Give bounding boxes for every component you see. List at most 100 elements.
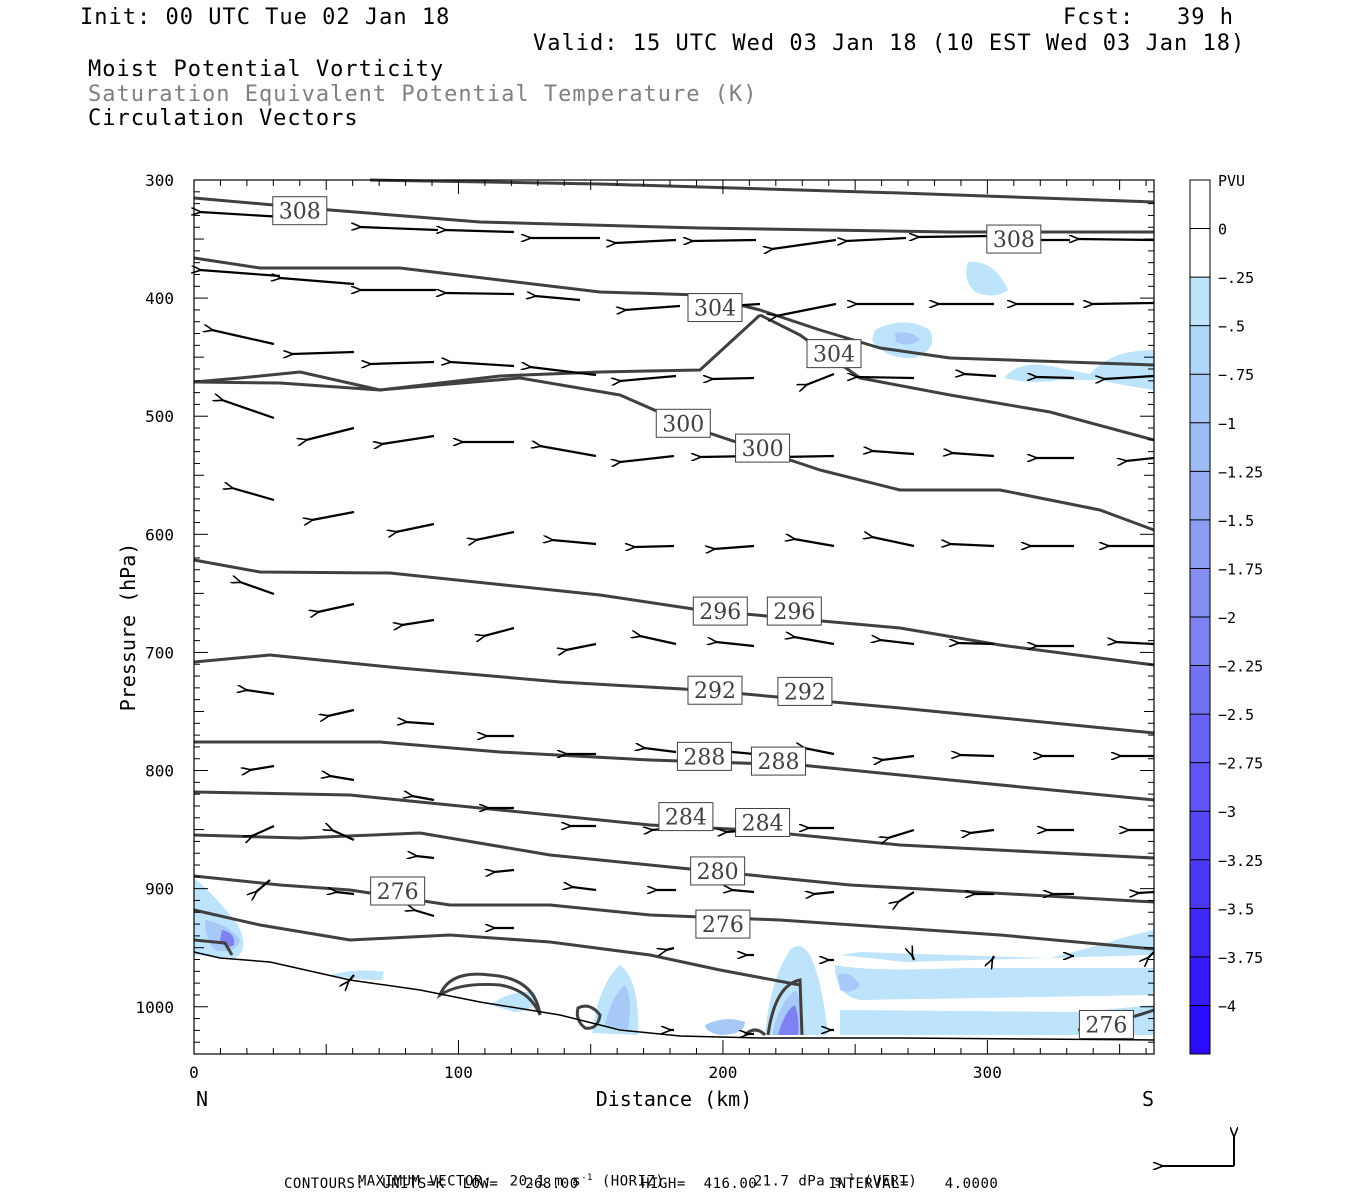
- contour-label-box-7: [766, 596, 822, 626]
- theta-contour-8: [194, 740, 1155, 802]
- contour-label-14: 280: [697, 860, 739, 885]
- x-left-label: N: [196, 1087, 208, 1111]
- theta-contour-0: [369, 178, 1155, 204]
- vector-64: [640, 636, 677, 646]
- colorbar-swatch-9: [1190, 617, 1210, 666]
- contour-label-box-15: [370, 876, 426, 906]
- vector-5: [692, 240, 757, 241]
- contour-label-box-13: [735, 808, 791, 838]
- colorbar-label-13: −3.25: [1218, 852, 1263, 870]
- pv-region-17: [330, 970, 384, 980]
- y-tick-label-500: 500: [145, 407, 174, 426]
- colorbar-label-3: −.75: [1218, 366, 1254, 384]
- vector-66: [794, 637, 835, 646]
- colorbar-label-15: −3.75: [1218, 949, 1263, 967]
- colorbar-swatch-15: [1190, 908, 1210, 957]
- vector-8: [918, 236, 991, 237]
- max-vector-label: MAXIMUM VECTOR:: [357, 1173, 492, 1190]
- vector-117: [1148, 951, 1155, 958]
- vert-exponent: -1: [842, 1173, 855, 1183]
- vector-18: [776, 302, 837, 316]
- vector-99: [572, 887, 597, 892]
- x-tick-label-300: 300: [973, 1063, 1002, 1082]
- colorbar-swatch-4: [1190, 374, 1210, 423]
- colorbar-label-1: −.25: [1218, 269, 1254, 287]
- y-tick-label-600: 600: [145, 525, 174, 544]
- vector-97: [416, 856, 435, 858]
- vector-106: [1138, 892, 1155, 893]
- circulation-vectors: [200, 212, 1155, 1034]
- plot-frame: [193, 179, 1155, 1055]
- colorbar-swatch-3: [1190, 325, 1210, 375]
- vector-52: [634, 546, 675, 547]
- vector-49: [396, 522, 435, 532]
- contour-info: CONTOURS: UNITS=K LOW= 268.00 HIGH= 416.…: [284, 1176, 999, 1192]
- vector-4: [615, 238, 677, 243]
- init-time: Init: 00 UTC Tue 02 Jan 18: [80, 5, 451, 30]
- theta-contour-5: [193, 376, 1155, 532]
- vector-50: [476, 530, 515, 540]
- colorbar-label-4: −1: [1218, 415, 1236, 433]
- vector-34: [1104, 374, 1155, 379]
- contour-label-10: 288: [683, 745, 725, 770]
- contour-label-box-0: [272, 196, 328, 226]
- pv-region-7: [840, 930, 1154, 962]
- horiz-tag: (HORIZ): [601, 1173, 665, 1190]
- y-tick-label-800: 800: [145, 762, 174, 781]
- colorbar-swatch-12: [1190, 762, 1210, 812]
- colorbar-label-11: −2.75: [1218, 755, 1263, 773]
- vector-108: [336, 892, 355, 894]
- y-tick-label-400: 400: [145, 289, 174, 308]
- colorbar-swatch-6: [1190, 471, 1210, 520]
- pv-region-14: [778, 1005, 799, 1035]
- theta-contour-10: [193, 831, 1155, 904]
- vector-7: [846, 236, 907, 241]
- contour-label-5: 300: [742, 437, 784, 462]
- vector-2: [445, 230, 515, 232]
- contour-label-box-11: [750, 746, 806, 776]
- vector-24: [292, 352, 355, 354]
- vector-83: [250, 764, 275, 770]
- vector-39: [540, 446, 597, 458]
- vector-79: [882, 754, 915, 760]
- vector-107: [256, 879, 271, 892]
- vector-6: [772, 238, 837, 249]
- vector-62: [484, 626, 515, 636]
- contour-label-box-8: [687, 675, 743, 705]
- forecast-hour: Fcst: 39 h: [1063, 5, 1234, 30]
- vector-68: [958, 643, 995, 644]
- contour-label-box-5: [735, 433, 791, 463]
- terrain-profile: [193, 951, 1155, 1041]
- vector-56: [950, 544, 995, 546]
- vector-14: [445, 293, 515, 294]
- contour-label-8: 292: [694, 679, 736, 704]
- contour-label-4: 300: [662, 412, 704, 437]
- contour-label-box-1: [986, 224, 1042, 254]
- vector-26: [450, 362, 515, 368]
- vector-71: [246, 690, 275, 696]
- vector-60: [318, 602, 355, 612]
- colorbar-label-2: −.5: [1218, 318, 1245, 336]
- vector-1: [360, 227, 439, 232]
- vector-30: [806, 372, 835, 385]
- colorbar-label-14: −3.5: [1218, 900, 1254, 918]
- closed-contour-a: [436, 972, 542, 1016]
- horiz-max: 20.1 m s: [509, 1173, 582, 1190]
- pv-region-11: [605, 985, 630, 1030]
- pv-region-9: [838, 973, 860, 992]
- contour-label-3: 304: [813, 343, 855, 368]
- y-tick-label-700: 700: [145, 643, 174, 662]
- pv-region-18: [840, 1005, 1154, 1035]
- colorbar-label-5: −1.25: [1218, 463, 1263, 481]
- contour-label-box-6: [692, 596, 748, 626]
- contour-label-15: 276: [377, 880, 419, 905]
- pv-region-6: [1004, 350, 1154, 390]
- theta-contour-9: [193, 790, 1155, 860]
- contour-label-0: 308: [279, 200, 321, 225]
- max-vector-line: MAXIMUM VECTOR: 20.1 m s-1 (HORIZ) 21.7 …: [340, 1157, 917, 1190]
- vector-59: [240, 582, 275, 596]
- colorbar-title: PVU: [1218, 172, 1245, 190]
- vector-27: [530, 367, 597, 377]
- vector-44: [952, 453, 995, 458]
- theta-contour-2: [193, 256, 1155, 367]
